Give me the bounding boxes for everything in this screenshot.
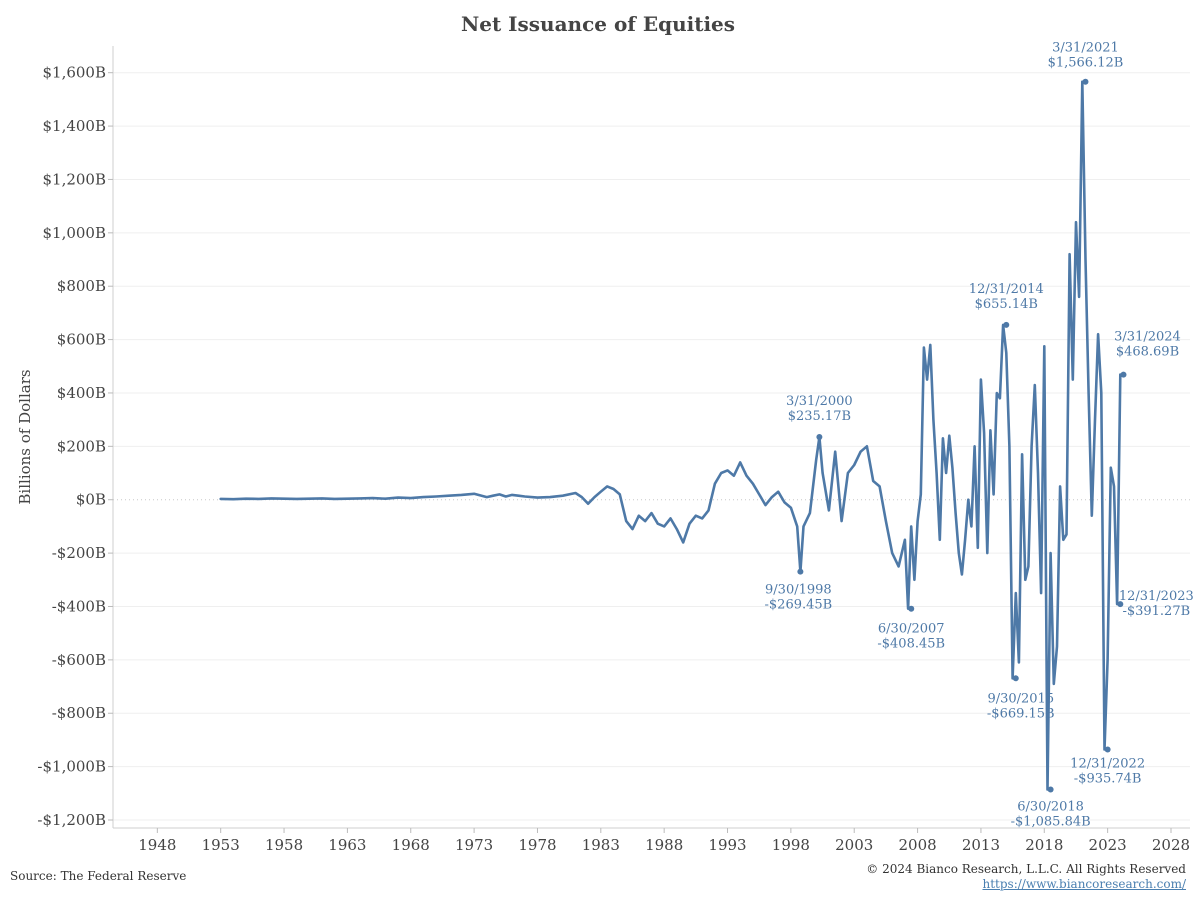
y-tick-label: -$200B bbox=[52, 544, 106, 562]
x-tick-label: 2023 bbox=[1089, 836, 1127, 854]
gridlines bbox=[113, 72, 1190, 821]
annotation-date: 3/31/2024 bbox=[1114, 330, 1181, 345]
x-tick-label: 1948 bbox=[138, 836, 176, 854]
x-axis-ticks: 1948 1953 1958 1963 1968 1973 1978 1983 1988 1993… bbox=[138, 828, 1190, 854]
annotation-date: 9/30/1998 bbox=[765, 583, 832, 598]
y-tick-label: -$1,000B bbox=[37, 758, 106, 776]
annotation-value: -$269.45B bbox=[765, 598, 833, 613]
website-link[interactable]: https://www.biancoresearch.com/ bbox=[982, 877, 1186, 891]
chart-title: Net Issuance of Equities bbox=[460, 12, 736, 36]
y-tick-label: $1,400B bbox=[42, 117, 106, 135]
annotation-date: 12/31/2022 bbox=[1070, 756, 1145, 771]
annotation-value: $235.17B bbox=[788, 409, 851, 424]
annotation-point bbox=[1120, 371, 1127, 378]
annotation-point bbox=[816, 433, 823, 440]
x-tick-label: 1953 bbox=[202, 836, 240, 854]
y-tick-label: -$400B bbox=[52, 597, 106, 615]
x-tick-label: 1973 bbox=[455, 836, 493, 854]
x-tick-label: 1983 bbox=[582, 836, 620, 854]
annotation-date: 9/30/2015 bbox=[987, 691, 1054, 706]
series-line bbox=[219, 80, 1122, 791]
annotations: 9/30/1998-$269.45B 3/31/2000$235.17B 6/30/… bbox=[765, 41, 1194, 830]
annotation-point bbox=[1082, 78, 1089, 85]
x-tick-label: 1968 bbox=[392, 836, 430, 854]
y-tick-label: -$800B bbox=[52, 704, 106, 722]
y-tick-label: -$600B bbox=[52, 651, 106, 669]
y-tick-label: $600B bbox=[57, 331, 106, 349]
annotation-value: $655.14B bbox=[975, 297, 1038, 312]
y-tick-label: $200B bbox=[57, 437, 106, 455]
annotation-value: -$1,085.84B bbox=[1011, 815, 1091, 830]
annotation-value: -$935.74B bbox=[1074, 771, 1142, 786]
y-tick-label: $1,200B bbox=[42, 170, 106, 188]
annotation-point bbox=[1047, 786, 1054, 793]
annotation-date: 3/31/2021 bbox=[1052, 41, 1119, 56]
x-tick-label: 1988 bbox=[645, 836, 683, 854]
annotation-value: -$391.27B bbox=[1122, 604, 1190, 619]
annotation-value: $468.69B bbox=[1116, 345, 1179, 360]
x-tick-label: 1963 bbox=[328, 836, 366, 854]
annotation-date: 6/30/2007 bbox=[878, 622, 945, 637]
x-tick-label: 2013 bbox=[962, 836, 1000, 854]
x-tick-label: 1978 bbox=[518, 836, 556, 854]
x-tick-label: 2028 bbox=[1152, 836, 1190, 854]
y-tick-label: $1,000B bbox=[42, 224, 106, 242]
series-layer bbox=[219, 80, 1122, 791]
y-axis-title: Billions of Dollars bbox=[16, 369, 34, 504]
annotation-point bbox=[1104, 746, 1111, 753]
axes bbox=[112, 46, 1190, 829]
annotation-point bbox=[1003, 321, 1010, 328]
y-tick-label: $400B bbox=[57, 384, 106, 402]
annotation-value: -$408.45B bbox=[877, 637, 945, 652]
x-tick-label: 2003 bbox=[835, 836, 873, 854]
annotation-date: 6/30/2018 bbox=[1017, 800, 1084, 815]
x-tick-label: 2008 bbox=[898, 836, 936, 854]
y-tick-label: -$1,200B bbox=[37, 811, 106, 829]
annotation-point bbox=[1012, 675, 1019, 682]
source-note: Source: The Federal Reserve bbox=[10, 869, 187, 883]
x-tick-label: 1998 bbox=[772, 836, 810, 854]
annotation-date: 12/31/2014 bbox=[969, 282, 1044, 297]
annotation-date: 12/31/2023 bbox=[1119, 589, 1194, 604]
x-tick-label: 2018 bbox=[1025, 836, 1063, 854]
annotation-point bbox=[1117, 601, 1124, 608]
annotation-point bbox=[797, 568, 804, 575]
annotation-point bbox=[908, 605, 915, 612]
annotation-value: -$669.15B bbox=[987, 706, 1055, 721]
y-tick-label: $1,600B bbox=[42, 64, 106, 82]
annotation-value: $1,566.12B bbox=[1048, 56, 1124, 71]
copyright-notice: © 2024 Bianco Research, L.L.C. All Right… bbox=[866, 862, 1186, 876]
y-axis-ticks: -$1,200B -$1,000B -$800B -$600B -$400B -$200B… bbox=[37, 64, 113, 829]
x-tick-label: 1993 bbox=[708, 836, 746, 854]
y-tick-label: $0B bbox=[76, 491, 106, 509]
x-tick-label: 1958 bbox=[265, 836, 303, 854]
annotation-date: 3/31/2000 bbox=[786, 394, 853, 409]
y-tick-label: $800B bbox=[57, 277, 106, 295]
